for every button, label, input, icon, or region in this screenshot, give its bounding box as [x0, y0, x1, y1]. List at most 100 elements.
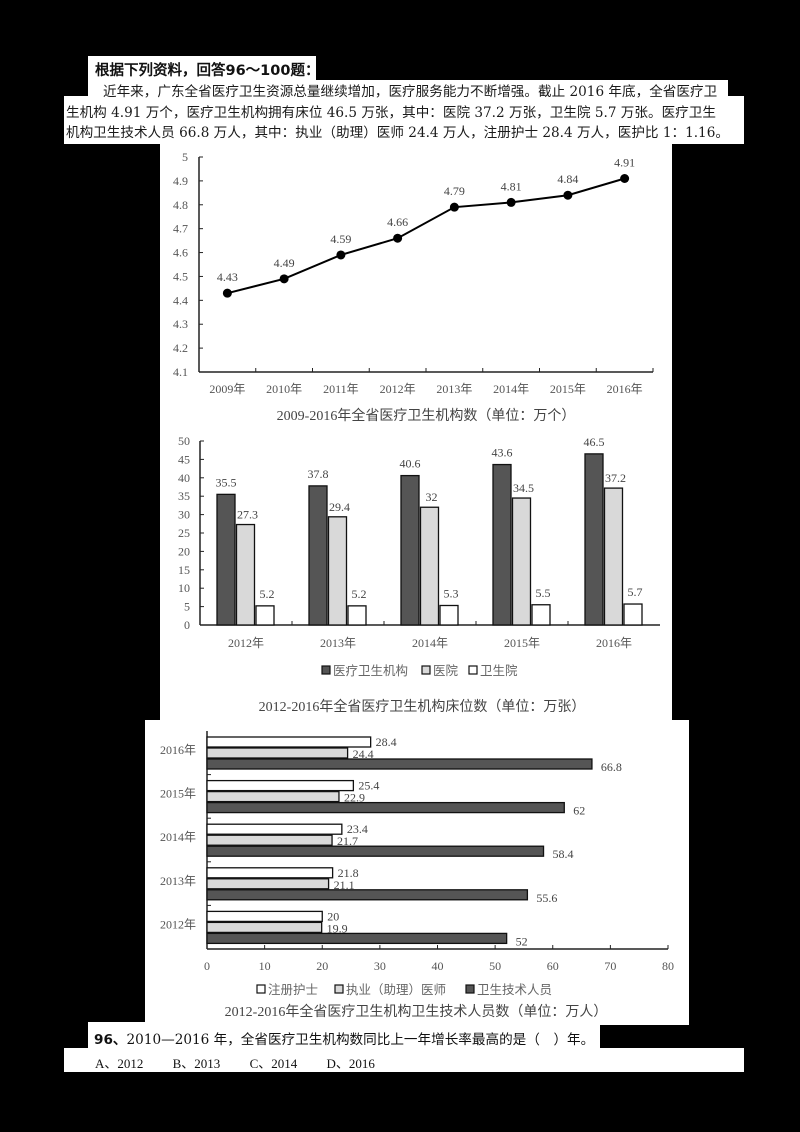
- option-d[interactable]: D、2016: [326, 1056, 375, 1071]
- x-tick-label: 2015年: [504, 636, 540, 650]
- heading-background: [88, 56, 316, 80]
- x-tick-label: 10: [259, 959, 271, 973]
- bar-label: 32: [426, 490, 438, 504]
- y-tick-label: 4.3: [173, 317, 188, 331]
- x-tick-label: 40: [432, 959, 444, 973]
- x-tick-label: 70: [604, 959, 616, 973]
- data-label: 4.43: [217, 270, 238, 284]
- y-tick-label: 20: [178, 544, 190, 558]
- x-tick-label: 2012年: [228, 636, 264, 650]
- bar: [206, 932, 508, 945]
- y-tick-label: 25: [178, 526, 190, 540]
- bar-label: 25.4: [358, 779, 379, 793]
- bar: [206, 845, 545, 857]
- bar-label: 37.2: [605, 471, 626, 485]
- bar-label: 52: [516, 934, 528, 948]
- x-tick-label: 80: [662, 959, 674, 973]
- x-tick-label: 2013年: [320, 636, 356, 650]
- legend: 医疗卫生机构 医院 卫生院: [321, 663, 518, 678]
- intro-paragraph-line-2: 生机构 4.91 万个，医疗卫生机构拥有床位 46.5 万张，其中：医院 37.…: [66, 105, 716, 121]
- legend-swatch: [465, 984, 475, 994]
- bar-label: 55.6: [536, 891, 557, 905]
- chart-title: 2009-2016年全省医疗卫生机构数（单位：万个）: [277, 407, 576, 424]
- y-tick-label: 4.6: [173, 246, 188, 260]
- y-tick-label: 2015年: [160, 787, 196, 801]
- option-c[interactable]: C、2014: [249, 1056, 298, 1071]
- bar: [206, 867, 334, 879]
- bar-label: 28.4: [376, 735, 397, 749]
- options-background: [64, 1048, 744, 1072]
- y-tick-label: 30: [178, 508, 190, 522]
- data-point: [563, 190, 573, 200]
- x-tick-label: 2010年: [266, 382, 302, 396]
- intro-paragraph-line-3: 机构卫生技术人员 66.8 万人，其中：执业（助理）医师 24.4 万人，注册护…: [66, 125, 729, 141]
- bar: [206, 921, 323, 934]
- bar: [255, 605, 275, 626]
- legend-label: 医疗卫生机构: [333, 663, 408, 678]
- legend-label: 医院: [433, 664, 459, 678]
- bar: [206, 801, 565, 814]
- x-axis-ticks: 2009年 2010年 2011年 2012年 2013年 2014年 2015年 2016年: [209, 368, 654, 396]
- bar: [206, 823, 343, 835]
- bar-label: 37.8: [308, 467, 329, 481]
- y-tick-label: 4.7: [173, 222, 188, 236]
- x-tick-label: 2014年: [493, 382, 529, 396]
- paragraph-background-top: [88, 80, 728, 100]
- bar: [206, 779, 355, 792]
- bar-label: 27.3: [237, 508, 258, 522]
- option-a[interactable]: A、2012: [95, 1056, 144, 1071]
- bar: [206, 910, 323, 923]
- y-tick-label: 0: [184, 618, 190, 632]
- bar-label: 5.5: [536, 586, 551, 600]
- data-label: 4.91: [614, 156, 635, 170]
- bar-label: 23.4: [347, 822, 368, 836]
- data-point: [222, 288, 232, 298]
- bar: [206, 736, 372, 748]
- bar-label: 40.6: [400, 457, 421, 471]
- bar: [511, 497, 532, 626]
- bar-label: 19.9: [327, 921, 348, 935]
- x-tick-label: 2012年: [380, 382, 416, 396]
- x-tick-label: 2016年: [607, 382, 643, 396]
- x-tick-label: 20: [316, 959, 328, 973]
- option-b[interactable]: B、2013: [172, 1056, 221, 1071]
- data-point: [279, 274, 289, 284]
- bar-label: 43.6: [492, 446, 513, 460]
- question-number: 96、: [94, 1032, 127, 1048]
- bar-label: 5.2: [260, 587, 275, 601]
- y-tick-label: 15: [178, 563, 190, 577]
- bar-label: 5.3: [444, 586, 459, 600]
- bars: 28.424.4 66.8 25.422.9 62 23.421.7 58.4 21.821…: [206, 735, 622, 948]
- bar: [308, 485, 328, 626]
- y-tick-label: 4.5: [173, 269, 188, 283]
- data-label: 4.49: [274, 256, 295, 270]
- paragraph-background: [64, 96, 744, 144]
- question-background: [88, 1022, 600, 1048]
- bar-chart-staff: 0 10 20 30 40 50 60 70 80 28.424.4 66.8 25.422.9 62…: [160, 731, 674, 1020]
- bar-label: 58.4: [553, 847, 574, 861]
- y-tick-label: 10: [178, 581, 190, 595]
- question-text: 2010—2016 年，全省医疗卫生机构数同比上一年增长率最高的是（ ）年。: [126, 1032, 595, 1048]
- answer-options: A、2012 B、2013 C、2014 D、2016: [95, 1053, 401, 1072]
- legend-swatch: [468, 665, 478, 675]
- legend-swatch: [421, 665, 431, 675]
- bar-label: 20: [327, 909, 339, 923]
- bar-label: 5.7: [628, 585, 643, 599]
- bar: [603, 487, 624, 626]
- bar-label: 66.8: [601, 760, 622, 774]
- bar: [235, 523, 256, 626]
- y-tick-label: 2013年: [160, 874, 196, 888]
- bar: [206, 758, 593, 770]
- question-96: 96、2010—2016 年，全省医疗卫生机构数同比上一年增长率最高的是（ ）年…: [94, 1028, 594, 1048]
- data-label: 4.59: [330, 232, 351, 246]
- bar: [531, 604, 551, 626]
- x-tick-label: 0: [204, 959, 210, 973]
- bar: [347, 605, 367, 626]
- data-point: [449, 202, 459, 212]
- bar-label: 62: [573, 804, 585, 818]
- data-label: 4.66: [387, 215, 408, 229]
- bar-label: 5.2: [352, 587, 367, 601]
- data-label: 4.84: [557, 172, 578, 186]
- data-points: 4.43 4.49 4.59 4.66 4.79 4.81 4.84 4.91: [217, 156, 635, 298]
- bar-label: 21.1: [334, 878, 355, 892]
